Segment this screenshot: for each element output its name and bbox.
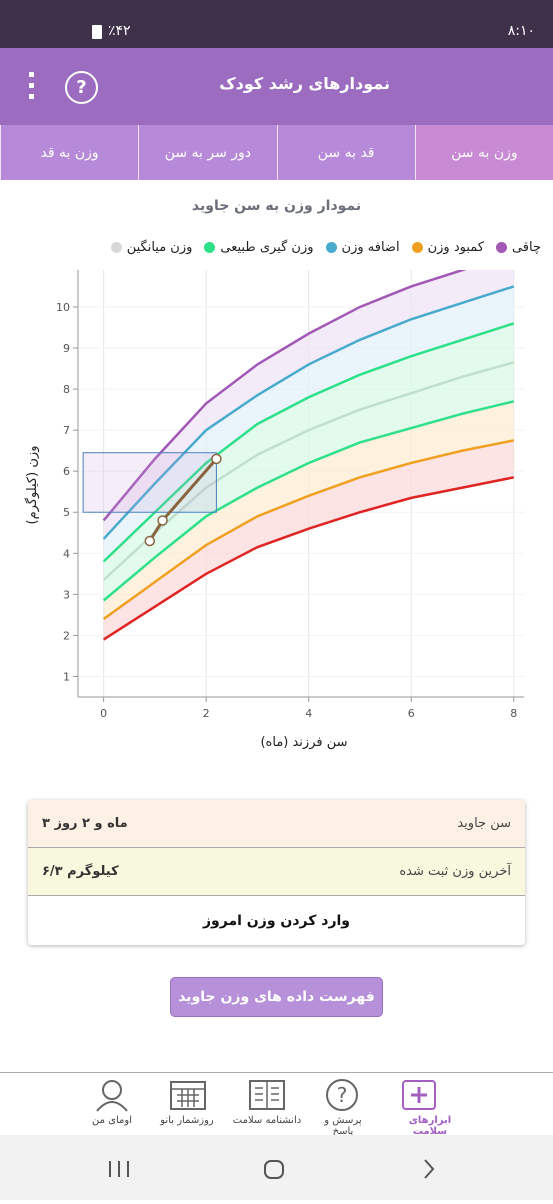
legend-swatch	[325, 242, 337, 253]
x-tick-label: 6	[408, 707, 415, 720]
growth-line	[102, 361, 515, 581]
tab-bar: وزن به سن قد به سن دور سر به سن وزن به ق…	[0, 125, 553, 180]
system-nav-icons	[109, 1159, 435, 1179]
band	[103, 323, 514, 580]
band	[103, 440, 514, 640]
nav-label[interactable]: دانشنامه سلامت	[232, 1115, 302, 1126]
band	[103, 270, 514, 539]
legend-swatch	[411, 242, 423, 253]
legend-swatch	[110, 242, 122, 253]
y-tick-label: 7	[63, 424, 70, 437]
nav-icon	[411, 1087, 427, 1103]
back-button[interactable]	[424, 1159, 435, 1179]
status-time: ۸:۱۰	[507, 23, 535, 39]
growth-line	[102, 285, 515, 540]
recent-button[interactable]	[109, 1161, 129, 1177]
info-value: ۶/۳ کیلوگرم	[42, 864, 119, 879]
help-button[interactable]: ?	[65, 71, 98, 104]
status-bar: ۸:۱۰ ٪۴۲	[0, 0, 553, 48]
nav-label[interactable]: روزشمار بانو	[160, 1115, 214, 1126]
legend-swatch	[204, 242, 216, 253]
growth-line	[102, 270, 467, 522]
legend-swatch	[495, 242, 507, 253]
nav-icon	[96, 1101, 128, 1112]
system-nav	[0, 1135, 553, 1200]
info-row: آخرین وزن ثبت شده ۶/۳ کیلوگرم	[28, 848, 525, 896]
legend-item: وزن میانگین	[110, 240, 193, 255]
nav-icon: ?	[337, 1083, 348, 1107]
y-tick-label: 9	[63, 342, 70, 355]
y-tick-label: 5	[63, 506, 70, 519]
battery-icon	[92, 25, 102, 39]
nav-icon	[326, 1079, 358, 1111]
nav-icons: ?	[96, 1079, 436, 1112]
x-axis-label: سن فرزند (ماه)	[260, 735, 347, 750]
tab[interactable]: وزن به سن	[414, 125, 553, 180]
legend-label: اضافه وزن	[341, 240, 400, 255]
nav-icon	[170, 1081, 206, 1110]
tab[interactable]: دور سر به سن	[138, 125, 276, 180]
plot	[78, 270, 524, 697]
growth-line	[102, 476, 514, 641]
y-tick-label: 8	[63, 383, 70, 396]
legend-label: چاقی	[511, 240, 541, 255]
chart-title: نمودار وزن به سن جاوید	[191, 198, 362, 214]
band	[103, 362, 514, 601]
menu-button[interactable]	[29, 72, 35, 99]
home-button[interactable]	[264, 1160, 284, 1179]
legend-label: وزن گیری طبیعی	[220, 240, 314, 255]
nav-icon	[171, 1088, 205, 1107]
tab[interactable]: قد به سن	[276, 125, 415, 180]
x-tick-label: 8	[510, 707, 517, 720]
y-tick-label: 10	[56, 301, 70, 314]
x-tick-label: 4	[305, 707, 312, 720]
y-tick-label: 6	[63, 465, 70, 478]
child-point	[144, 535, 156, 547]
growth-line	[102, 439, 514, 621]
legend-item: کمبود وزن	[411, 240, 484, 255]
legend-label: وزن میانگین	[126, 240, 193, 255]
bottom-nav: ? ابزارهای سلامت پرسش و پاسخ دانشنامه سل…	[0, 1072, 553, 1137]
legend-item: اضافه وزن	[325, 240, 400, 255]
legend-item: وزن گیری طبیعی	[204, 240, 314, 255]
header-title: نمودارهای رشد کودک	[219, 74, 390, 93]
y-tick-label: 4	[63, 547, 70, 560]
nav-icon	[402, 1080, 436, 1110]
band	[103, 401, 514, 619]
y-tick-label: 3	[63, 588, 70, 601]
chart: سن فرزند (ماه) وزن (کیلوگرم) 1 2 3 4 5 6 7 8 9 10…	[24, 270, 524, 750]
tab[interactable]: وزن به قد	[0, 125, 138, 180]
weight-list-button[interactable]: فهرست داده های وزن جاوید	[170, 977, 383, 1017]
growth-line	[102, 322, 515, 563]
info-row: سن جاوید ۳ ماه و ۲ روز	[28, 800, 525, 848]
info-value: ۳ ماه و ۲ روز	[42, 816, 128, 831]
nav-label[interactable]: ابزارهای سلامت	[408, 1115, 452, 1137]
nav-label[interactable]: اومای من	[92, 1115, 132, 1126]
info-label: آخرین وزن ثبت شده	[399, 864, 511, 879]
nav-icon	[102, 1080, 122, 1100]
child-point	[211, 453, 222, 465]
child-point	[157, 515, 168, 526]
legend-label: کمبود وزن	[427, 240, 484, 255]
app-header: نمودارهای رشد کودک ?	[0, 48, 553, 125]
add-weight-action[interactable]: وارد کردن وزن امروز	[28, 896, 525, 945]
y-axis-label: وزن (کیلوگرم)	[24, 446, 40, 525]
info-card: سن جاوید ۳ ماه و ۲ روز آخرین وزن ثبت شده…	[28, 800, 525, 945]
x-tick-label: 0	[100, 707, 107, 720]
status-battery: ٪۴۲	[108, 23, 131, 39]
info-label: سن جاوید	[457, 816, 511, 831]
legend-item: چاقی	[495, 240, 541, 255]
y-tick-label: 2	[63, 629, 70, 642]
growth-line	[102, 400, 515, 602]
legend: چاقی کمبود وزن اضافه وزن وزن گیری طبیعی وزن …	[110, 240, 541, 255]
x-tick-label: 2	[203, 707, 210, 720]
nav-icon	[255, 1081, 279, 1109]
y-tick-label: 1	[63, 670, 70, 683]
nav-label[interactable]: پرسش و پاسخ	[324, 1115, 362, 1137]
